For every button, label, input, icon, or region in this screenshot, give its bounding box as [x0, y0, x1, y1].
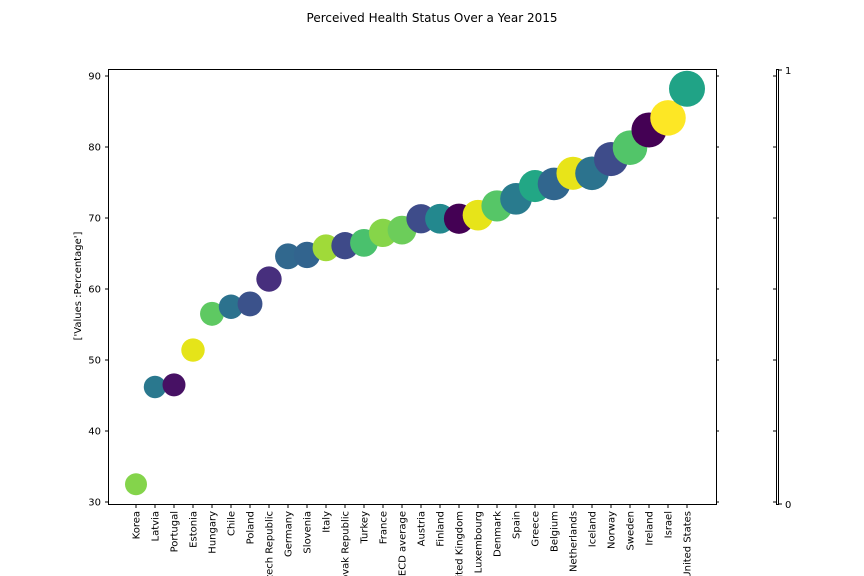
y-axis: 30 40 50 60 70 80 90 [88, 72, 776, 509]
colorbar-tick-label: 0 [785, 500, 791, 511]
data-point [237, 291, 263, 317]
y-tick-label: 40 [88, 427, 101, 438]
y-tick-label: 50 [88, 356, 101, 367]
x-tick-label: Korea [132, 511, 143, 539]
x-tick-label: Poland [246, 511, 257, 544]
y-axis-label: ['Values :Percentage'] [73, 232, 84, 341]
data-point [650, 100, 686, 136]
chart-title: Perceived Health Status Over a Year 2015 [307, 11, 558, 25]
x-tick-label: Slovak Republic [341, 511, 352, 576]
x-tick-label: Luxembourg [474, 511, 485, 573]
x-tick-label: Turkey [360, 511, 371, 545]
x-axis: Korea Latvia Portugal Estonia Hungary Chile Po… [132, 504, 694, 576]
x-tick-label: Chile [227, 511, 238, 536]
x-tick-label: United States [683, 511, 694, 576]
plot-frame [108, 69, 717, 505]
colorbar-bar [776, 69, 779, 505]
x-tick-label: Sweden [626, 511, 637, 551]
data-point [275, 243, 301, 270]
data-point [162, 373, 186, 397]
y-tick-label: 30 [88, 498, 101, 509]
x-tick-label: OECD average [398, 511, 409, 576]
x-tick-label: Hungary [208, 511, 219, 554]
x-tick-label: Finland [436, 511, 447, 547]
data-point [218, 294, 244, 319]
x-tick-label: Norway [607, 511, 618, 549]
x-tick-label: Ireland [645, 511, 656, 546]
x-tick-label: Israel [664, 511, 675, 538]
data-point [200, 301, 224, 326]
x-tick-label: Latvia [151, 511, 162, 541]
colorbar: 0 1 [776, 66, 791, 511]
x-tick-label: Iceland [588, 511, 599, 547]
y-tick-label: 70 [88, 214, 101, 225]
x-tick-label: Estonia [189, 511, 200, 548]
x-tick-label: Belgium [550, 511, 561, 552]
y-tick-label: 60 [88, 285, 101, 296]
data-point [125, 473, 147, 496]
data-point [256, 266, 282, 292]
colorbar-tick-label: 1 [785, 66, 791, 77]
data-point [669, 70, 705, 107]
x-tick-label: Spain [512, 511, 523, 539]
x-tick-label: Italy [322, 511, 333, 533]
x-tick-label: Germany [284, 511, 295, 557]
x-tick-label: Czech Republic [265, 511, 276, 576]
x-tick-label: Slovenia [303, 511, 314, 554]
x-tick-label: Austria [417, 511, 428, 546]
x-tick-label: France [379, 511, 390, 544]
y-tick-label: 90 [88, 72, 101, 83]
x-tick-label: Greece [531, 511, 542, 547]
x-tick-label: Denmark [493, 511, 504, 557]
data-points [125, 70, 705, 496]
x-tick-label: Portugal [170, 511, 181, 552]
data-point [143, 375, 167, 399]
x-tick-label: Netherlands [569, 511, 580, 572]
x-tick-label: United Kingdom [455, 511, 466, 576]
data-point [181, 338, 205, 362]
y-tick-label: 80 [88, 143, 101, 154]
